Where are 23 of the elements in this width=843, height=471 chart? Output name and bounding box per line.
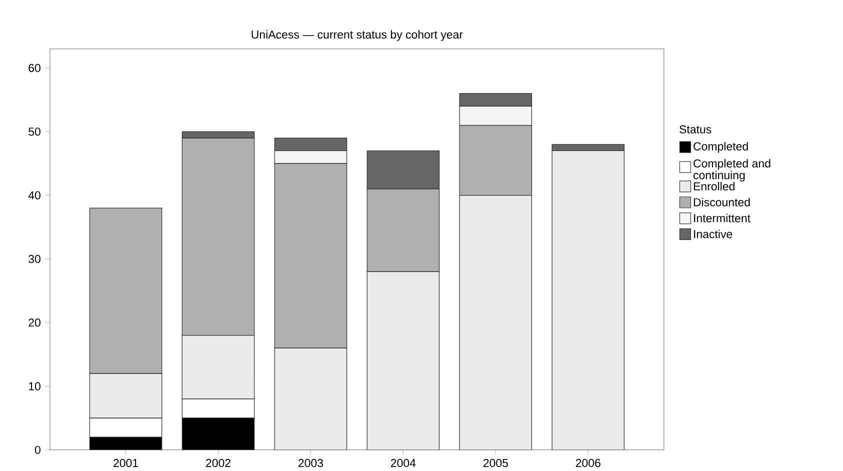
- y-tick-label: 20: [28, 318, 40, 327]
- x-tick-label: 2005: [483, 458, 508, 468]
- y-tick-label: 50: [28, 128, 40, 136]
- legend-label: Completed and continuing: [693, 159, 770, 182]
- y-tick-label: 30: [28, 254, 40, 264]
- x-tick-label: 2002: [206, 458, 230, 468]
- legend-title: Status: [680, 125, 712, 134]
- x-tick-label: 2003: [298, 458, 323, 468]
- y-tick-label: 60: [28, 64, 40, 72]
- chart-title: UniAcess — current status by cohort year: [252, 30, 463, 41]
- legend-label: Intermittent: [694, 214, 750, 222]
- legend-label: Enrolled: [694, 182, 734, 190]
- y-tick-label: 40: [28, 191, 40, 200]
- x-tick-label: 2006: [576, 458, 600, 468]
- bar: [182, 418, 255, 450]
- y-tick-label: 0: [34, 446, 40, 454]
- x-tick-label: 2004: [390, 458, 416, 468]
- x-tick-label: 2001: [114, 458, 138, 468]
- legend-label: Inactive: [694, 230, 732, 238]
- y-tick-label: 10: [28, 382, 40, 390]
- legend-label: Discounted: [694, 198, 750, 206]
- bar: [90, 437, 162, 450]
- legend-label: Completed: [694, 142, 748, 153]
